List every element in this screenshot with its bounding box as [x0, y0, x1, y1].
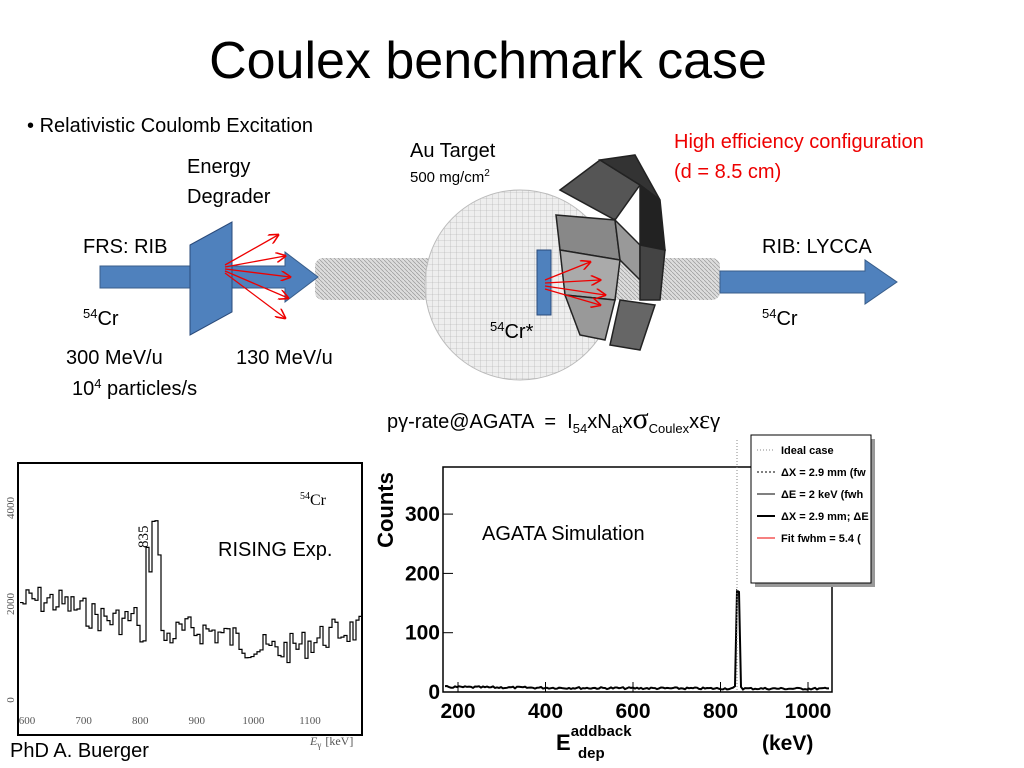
legend-label: ΔE = 2 keV (fwh [781, 489, 863, 501]
target-thickness: 500 mg/cm2 [410, 168, 490, 186]
legend-clip: Ideal case ΔX = 2.9 mm (fw ΔE = 2 keV (fwh… [757, 445, 869, 545]
y-tick-label: 100 [405, 622, 440, 645]
rising-spectrum [20, 520, 362, 664]
f: Coulex [649, 421, 690, 436]
annotation: RISING Exp. [218, 539, 332, 561]
config: High efficiency configuration [674, 131, 924, 153]
base: 10 [72, 378, 94, 400]
y-label: Counts [373, 472, 398, 548]
f: at [612, 421, 623, 436]
x-tick-label: 800 [703, 700, 738, 723]
sub: γ [316, 740, 321, 750]
f: pγ-rate@AGATA = I [387, 411, 573, 433]
element: Cr* [504, 321, 533, 343]
isotope: 54Cr* [490, 319, 534, 343]
f: x [689, 411, 699, 433]
sup: 2 [484, 168, 490, 179]
x-label: Eγ [keV] [309, 734, 353, 750]
scatter-arrows [224, 235, 605, 318]
f: ε [699, 405, 710, 434]
rising-ticks: 0 2000 4000 600 700 800 900 1000 1100 [5, 497, 321, 728]
legend-label: ΔX = 2.9 mm; ΔE [781, 511, 869, 523]
bullet: • Relativistic Coulomb Excitation [27, 115, 313, 137]
legend-label: ΔX = 2.9 mm (fw [781, 467, 866, 479]
base: E [556, 730, 571, 755]
y-tick-label: 0 [428, 681, 440, 704]
beam-arrow-out [719, 259, 898, 305]
mass: 54 [83, 306, 97, 321]
x-label: Eaddback dep [556, 723, 632, 762]
agata-ticks: 0 100 200 300 200 400 600 800 1000 [405, 503, 831, 723]
y-tick-label: 300 [405, 503, 440, 526]
mass: 54 [300, 491, 310, 502]
y-tick-label: 4000 [5, 497, 17, 520]
element: Cr [776, 308, 797, 330]
f: 54 [573, 421, 587, 436]
x-unit: (keV) [762, 732, 813, 755]
sub: dep [578, 745, 605, 762]
x-tick-label: 800 [132, 715, 149, 727]
unit: [keV] [325, 734, 353, 748]
x-tick-label: 700 [75, 715, 92, 727]
x-tick-label: 1100 [299, 715, 321, 727]
element: Cr [310, 492, 327, 509]
x-tick-label: 600 [615, 700, 650, 723]
f: xN [587, 411, 611, 433]
f: x [623, 411, 633, 433]
unit: particles/s [101, 378, 197, 400]
f: γ [710, 411, 720, 433]
legend [750, 434, 872, 584]
energy-out: 130 MeV/u [236, 347, 333, 369]
formula: pγ-rate@AGATA = I54xNatxσCoulexxεγ [387, 402, 720, 436]
agata-detectors [555, 154, 666, 351]
value: 500 mg/cm [410, 169, 484, 186]
bullet-text: Relativistic Coulomb Excitation [40, 115, 313, 137]
energy-in: 300 MeV/u [66, 347, 163, 369]
beam-out: RIB: LYCCA [762, 236, 872, 258]
x-tick-label: 200 [440, 700, 475, 723]
title: Coulex benchmark case [209, 32, 767, 90]
x-tick-label: 400 [528, 700, 563, 723]
annotation: AGATA Simulation [482, 523, 645, 545]
agata-spectrum [444, 589, 830, 691]
mass: 54 [490, 319, 504, 334]
credit: PhD A. Buerger [10, 740, 149, 762]
mass: 54 [762, 306, 776, 321]
x-tick-label: 900 [189, 715, 206, 727]
degrader-label: Energy [187, 156, 250, 178]
isotope: 54Cr [300, 491, 327, 509]
f: σ [633, 402, 649, 435]
rising-frame [17, 462, 363, 736]
element: Cr [97, 308, 118, 330]
target-label: Au Target [410, 140, 496, 162]
legend-label: Fit fwhm = 5.4 ( [781, 533, 861, 545]
peak-label: 835 [136, 526, 152, 549]
degrader-label: Degrader [187, 186, 271, 208]
rate: 104 particles/s [72, 376, 197, 400]
y-tick-label: 0 [5, 697, 17, 703]
x-tick-label: 1000 [785, 700, 832, 723]
y-tick-label: 2000 [5, 593, 17, 616]
base: E [309, 734, 318, 748]
legend-label: Ideal case [781, 445, 834, 457]
x-tick-label: 1000 [242, 715, 265, 727]
exp: 4 [94, 376, 101, 391]
sup: addback [571, 723, 633, 740]
isotope: 54Cr [762, 306, 798, 330]
degrader [189, 221, 233, 336]
isotope: 54Cr [83, 306, 119, 330]
x-tick-label: 600 [19, 715, 36, 727]
config: (d = 8.5 cm) [674, 161, 781, 183]
y-tick-label: 200 [405, 562, 440, 585]
beam-in: FRS: RIB [83, 236, 167, 258]
